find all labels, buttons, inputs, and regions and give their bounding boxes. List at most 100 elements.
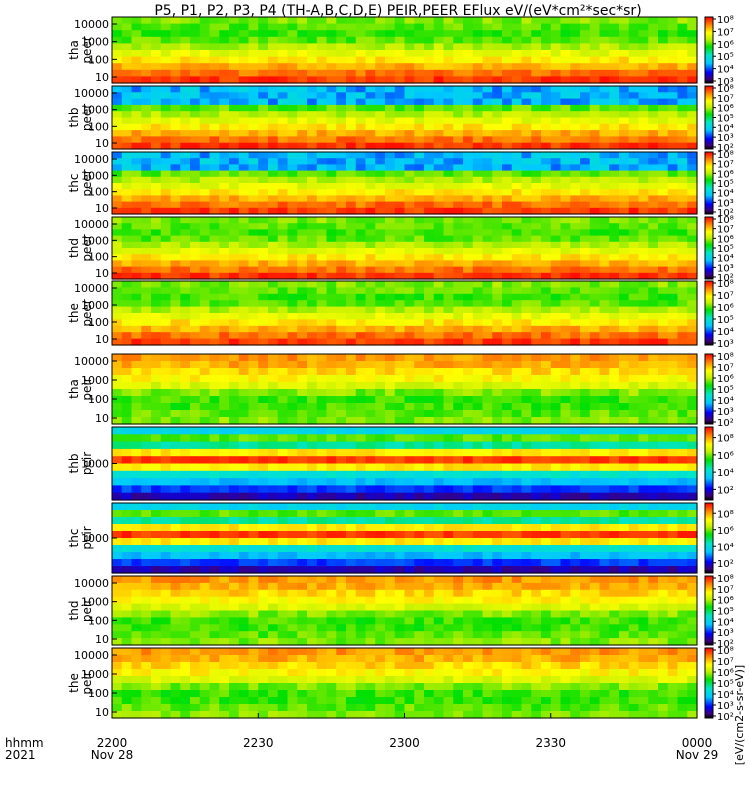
spectrogram-cell: [199, 223, 211, 230]
spectrogram-cell: [609, 63, 620, 71]
spectrogram-cell: [365, 389, 376, 397]
spectrogram-cell: [141, 235, 152, 243]
spectrogram-cell: [326, 170, 337, 178]
y-tick-label: 10: [95, 412, 109, 425]
spectrogram-cell: [619, 142, 630, 150]
spectrogram-cell: [453, 117, 464, 125]
spectrogram-cell: [375, 229, 386, 237]
spectrogram-cell: [287, 470, 298, 479]
spectrogram-cell: [443, 410, 454, 418]
spectrogram-cell: [580, 36, 591, 44]
spectrogram-cell: [375, 319, 386, 327]
figure-title: P5, P1, P2, P3, P4 (TH-A,B,C,D,E) PEIR,P…: [154, 3, 641, 19]
spectrogram-cell: [580, 130, 591, 137]
spectrogram-cell: [570, 63, 581, 71]
spectrogram-cell: [658, 470, 669, 479]
spectrogram-cell: [394, 43, 406, 51]
spectrogram-cell: [550, 485, 562, 494]
spectrogram-cell: [463, 361, 474, 369]
spectrogram-cell: [209, 229, 220, 237]
spectrogram-cell: [336, 510, 347, 518]
spectrogram-cell: [277, 207, 289, 215]
spectrogram-cell: [570, 189, 581, 196]
spectrogram-cell: [180, 300, 191, 308]
spectrogram-cell: [151, 86, 162, 93]
spectrogram-cell: [687, 456, 698, 465]
spectrogram-cell: [268, 517, 279, 525]
spectrogram-cell: [170, 152, 181, 159]
spectrogram-cell: [229, 396, 240, 404]
spectrogram-cell: [599, 287, 610, 295]
spectrogram-cell: [404, 164, 415, 172]
spectrogram-cell: [453, 361, 464, 369]
spectrogram-cell: [112, 164, 123, 172]
spectrogram-cell: [316, 319, 328, 327]
spectrogram-cell: [628, 117, 640, 125]
spectrogram-cell: [277, 389, 289, 397]
spectrogram-cell: [131, 164, 142, 172]
spectrogram-cell: [687, 332, 698, 340]
spectrogram-cell: [443, 123, 454, 131]
spectrogram-cell: [141, 98, 152, 106]
spectrogram-cell: [151, 287, 162, 295]
spectrogram-cell: [404, 306, 415, 314]
spectrogram-cell: [482, 552, 493, 560]
spectrogram-cell: [404, 36, 415, 44]
spectrogram-cell: [463, 427, 474, 435]
spectrogram-cell: [346, 17, 357, 25]
spectrogram-cell: [112, 229, 123, 237]
spectrogram-cell: [404, 56, 415, 64]
spectrogram-cell: [190, 396, 201, 404]
spectrogram-cell: [121, 117, 133, 125]
spectrogram-cell: [258, 123, 269, 131]
spectrogram-cell: [375, 170, 386, 178]
spectrogram-cell: [365, 69, 376, 77]
spectrogram-cell: [112, 217, 123, 224]
spectrogram-cell: [336, 117, 347, 125]
spectrogram-cell: [472, 69, 484, 77]
spectrogram-cell: [443, 266, 454, 274]
colorbar-scale: [704, 16, 714, 84]
spectrogram-cell: [531, 531, 542, 539]
spectrogram-cell: [453, 368, 464, 376]
spectrogram-cell: [238, 50, 250, 58]
spectrogram-cell: [531, 136, 542, 144]
spectrogram-cell: [346, 456, 357, 465]
spectrogram-cell: [619, 545, 630, 553]
spectrogram-cell: [531, 50, 542, 58]
spectrogram-cell: [287, 69, 298, 77]
spectrogram-cell: [355, 254, 367, 261]
spectrogram-cell: [229, 538, 240, 546]
spectrogram-cell: [336, 111, 347, 119]
spectrogram-cell: [414, 293, 425, 301]
spectrogram-cell: [443, 382, 454, 390]
spectrogram-cell: [609, 170, 620, 178]
spectrogram-cell: [609, 332, 620, 340]
spectrogram-cell: [258, 427, 269, 435]
spectrogram-cell: [375, 123, 386, 131]
spectrogram-thc-peer: [112, 152, 698, 215]
spectrogram-cell: [307, 403, 318, 411]
spectrogram-cell: [229, 300, 240, 308]
spectrogram-cell: [677, 117, 688, 125]
spectrogram-cell: [638, 293, 649, 301]
spectrogram-cell: [209, 176, 220, 184]
spectrogram-cell: [277, 463, 289, 472]
spectrogram-cell: [482, 325, 493, 333]
spectrogram-cell: [365, 98, 376, 106]
spectrogram-cell: [599, 463, 610, 472]
spectrogram-cell: [687, 538, 698, 546]
spectrogram-cell: [248, 63, 259, 71]
spectrogram-cell: [394, 86, 406, 93]
spectrogram-cell: [316, 293, 328, 301]
spectrogram-cell: [248, 325, 259, 333]
spectrogram-cell: [355, 260, 367, 268]
spectrogram-cell: [658, 503, 669, 511]
spectrogram-cell: [677, 417, 688, 425]
spectrogram-cell: [424, 235, 435, 243]
spectrogram-cell: [219, 517, 230, 525]
spectrogram-cell: [687, 434, 698, 443]
spectrogram-cell: [677, 403, 688, 411]
spectrogram-cell: [424, 538, 435, 546]
